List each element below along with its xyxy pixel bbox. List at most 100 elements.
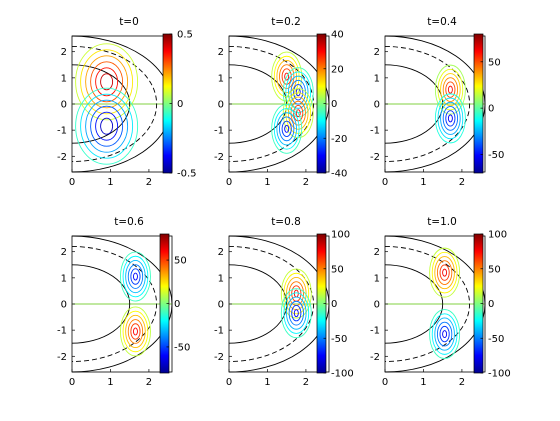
xtick-label: 2	[146, 177, 152, 188]
colorbar-label: -0.5	[177, 169, 197, 180]
colorbar-label: -100	[488, 369, 511, 380]
ytick-label: 0	[218, 300, 224, 311]
contour-2-level-2	[95, 111, 119, 141]
xtick-label: 0	[226, 377, 232, 388]
contour-2-level-3	[288, 300, 304, 326]
colorbar-label: 100	[488, 230, 507, 241]
contour-2-level-1	[447, 114, 453, 123]
contour-2-level-2	[293, 84, 304, 101]
colorbar-label: -50	[488, 334, 504, 345]
contour-2-level-3	[290, 79, 306, 105]
ytick-label: -2	[370, 352, 380, 363]
contour-1-level-4	[440, 73, 461, 107]
contour-2-level-4	[434, 317, 455, 351]
contour-2-level-5	[437, 97, 464, 140]
ytick-label: -1	[214, 126, 224, 137]
colorbar-label: 0	[177, 99, 183, 110]
contour-1-level-2	[445, 81, 456, 98]
panel-5: 2 1 0 -1 -2 0 1 2 t=0.8 100 50 0 -50 -100	[214, 216, 354, 388]
contour-2-level-3	[436, 321, 453, 347]
xtick-label: 1	[420, 377, 426, 388]
dashed-ring	[384, 46, 470, 162]
panel-6: 2 1 0 -1 -2 0 1 2 t=1.0 100 50 0 -50 -100	[370, 216, 511, 388]
contour-1-level-3	[90, 61, 124, 103]
contour-3-level-3	[290, 100, 306, 126]
ytick-label: 0	[374, 100, 380, 111]
colorbar-label: -100	[331, 369, 354, 380]
dashed-ring	[228, 46, 314, 162]
ytick-label: 2	[218, 47, 224, 58]
colorbar-label: 100	[331, 230, 350, 241]
contour-1-level-6	[429, 247, 461, 298]
ytick-label: -1	[370, 126, 380, 137]
ytick-label: 0	[61, 300, 67, 311]
contour-1-level-3	[436, 260, 453, 285]
panel-1: 2 1 0 -1 -2 0 1 2 t=0 0.5 0 -0.5	[57, 16, 197, 188]
contour-1-level-1	[100, 73, 114, 91]
contour-1-level-5	[437, 68, 464, 111]
contour-4-level-4	[276, 112, 297, 146]
ytick-label: -1	[214, 326, 224, 337]
ytick-label: 2	[218, 247, 224, 258]
contour-1-level-3	[279, 64, 295, 89]
inner-ring	[71, 64, 131, 144]
ytick-label: -2	[370, 152, 380, 163]
colorbar-label: 0	[174, 299, 180, 310]
panel-title: t=0.8	[271, 216, 301, 228]
contour-2-level-4	[85, 99, 129, 153]
ytick-label: -1	[57, 126, 67, 137]
contour-1-level-3	[127, 264, 144, 289]
contour-2-level-1	[133, 327, 138, 336]
panel-title: t=0.2	[271, 16, 301, 28]
inner-ring	[228, 264, 288, 344]
contour-1-level-1	[447, 85, 453, 94]
colorbar-label: 20	[331, 64, 344, 75]
contour-4-level-5	[273, 108, 300, 150]
contour-2-level-6	[120, 306, 151, 357]
colorbar-label: 0	[488, 104, 494, 115]
xtick-label: 2	[303, 177, 309, 188]
contour-4-level-1	[284, 124, 290, 133]
colorbar-label: -40	[331, 169, 347, 180]
ytick-label: -1	[57, 326, 67, 337]
colorbar-label: 0	[331, 299, 337, 310]
xtick-label: 0	[69, 177, 75, 188]
colorbar-label: -50	[174, 342, 190, 353]
xtick-label: 2	[303, 377, 309, 388]
ytick-label: 0	[61, 100, 67, 111]
xtick-label: 2	[459, 377, 465, 388]
contour-2-level-5	[122, 310, 149, 353]
ytick-label: -2	[57, 352, 67, 363]
xtick-label: 0	[69, 377, 75, 388]
xtick-label: 0	[226, 177, 232, 188]
ytick-label: 1	[374, 73, 380, 84]
contour-4-level-6	[271, 103, 303, 154]
ytick-label: 1	[374, 273, 380, 284]
panel-title: t=0	[119, 16, 139, 28]
contour-1-level-3	[442, 77, 459, 102]
contour-1-level-1	[133, 272, 138, 281]
xtick-label: 2	[459, 177, 465, 188]
contour-1-level-4	[85, 55, 129, 109]
contour-2-level-4	[125, 314, 146, 349]
panel-title: t=0.4	[427, 16, 457, 28]
contour-1-level-6	[120, 251, 151, 302]
contour-2-level-5	[431, 313, 458, 355]
dashed-ring	[71, 246, 157, 362]
contour-1-level-4	[434, 256, 455, 290]
panel-title: t=0.6	[114, 216, 144, 228]
dashed-ring	[228, 246, 314, 362]
colorbar-label: 0	[331, 99, 337, 110]
contour-1-level-4	[125, 259, 146, 294]
xtick-label: 2	[146, 377, 152, 388]
xtick-label: 0	[382, 177, 388, 188]
contour-1-level-5	[80, 49, 134, 115]
ytick-label: 2	[374, 247, 380, 258]
outer-ring	[384, 35, 486, 173]
inner-ring	[71, 264, 131, 344]
ytick-label: -2	[57, 152, 67, 163]
ytick-label: 0	[218, 100, 224, 111]
contour-2-level-1	[100, 117, 114, 135]
contour-1-level-5	[431, 251, 458, 294]
contour-2-level-2	[130, 323, 141, 340]
